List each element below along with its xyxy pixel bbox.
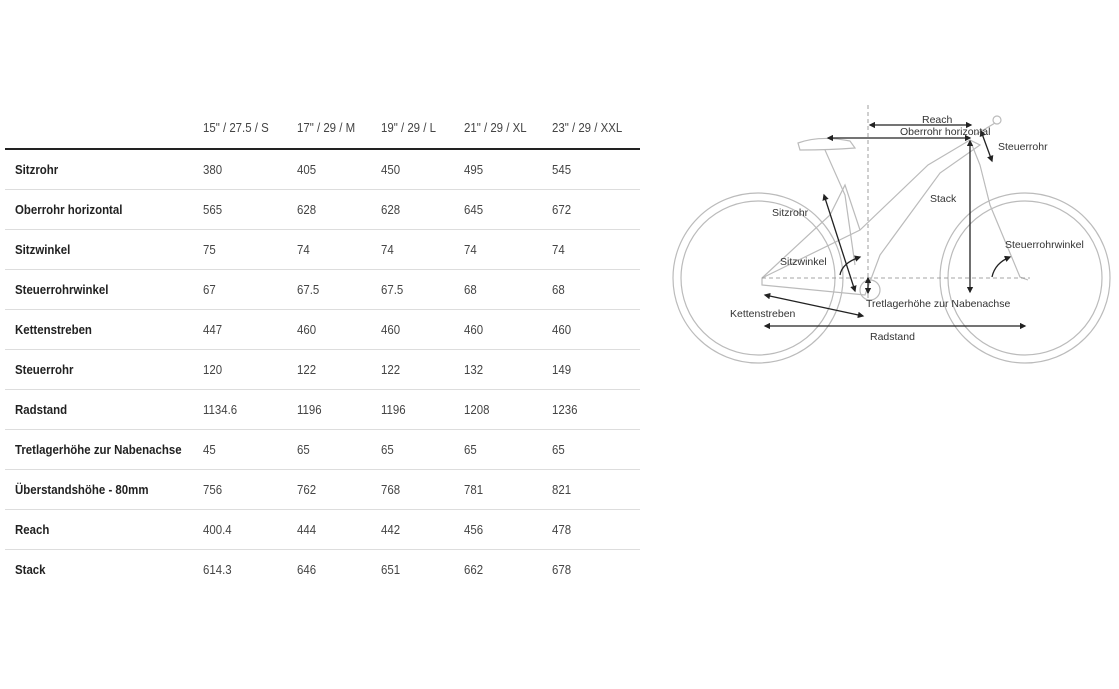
label-sitzwinkel: Sitzwinkel [780, 256, 827, 268]
cell-value: 67.5 [297, 282, 320, 297]
cell-value: 149 [552, 362, 572, 377]
cell-value: 460 [552, 322, 572, 337]
cell-value: 65 [381, 442, 394, 457]
table-row: Tretlagerhöhe zur Nabenachse 45 65 65 65 65 [5, 430, 640, 470]
cell-value: 67.5 [381, 282, 404, 297]
row-label: Stack [15, 562, 46, 577]
row-label: Sitzrohr [15, 162, 59, 177]
cell-value: 460 [297, 322, 317, 337]
label-kettenstreben: Kettenstreben [730, 308, 796, 320]
row-label: Reach [15, 522, 50, 537]
label-stack: Stack [930, 193, 957, 205]
row-label: Steuerrohrwinkel [15, 282, 109, 297]
cell-value: 68 [552, 282, 565, 297]
cell-value: 628 [297, 202, 317, 217]
cell-value: 672 [552, 202, 572, 217]
row-label: Radstand [15, 402, 68, 417]
cell-value: 120 [203, 362, 223, 377]
cell-value: 565 [203, 202, 223, 217]
cell-value: 545 [552, 162, 572, 177]
cell-value: 74 [464, 242, 477, 257]
cell-value: 405 [297, 162, 317, 177]
cell-value: 821 [552, 482, 572, 497]
cell-value: 645 [464, 202, 484, 217]
cell-value: 400.4 [203, 522, 232, 537]
cell-value: 447 [203, 322, 223, 337]
cell-value: 75 [203, 242, 216, 257]
column-header: 21" / 29 / XL [464, 120, 527, 135]
cell-value: 1196 [297, 402, 322, 417]
cell-value: 1196 [381, 402, 406, 417]
geometry-table: 15" / 27.5 / S 17" / 29 / M 19" / 29 / L… [5, 110, 640, 589]
cell-value: 132 [464, 362, 484, 377]
cell-value: 781 [464, 482, 484, 497]
label-steuerrohr: Steuerrohr [998, 141, 1048, 153]
label-sitzrohr: Sitzrohr [772, 207, 809, 219]
cell-value: 456 [464, 522, 484, 537]
row-label: Kettenstreben [15, 322, 92, 337]
label-steuerrohrwinkel: Steuerrohrwinkel [1005, 239, 1084, 251]
cell-value: 678 [552, 562, 572, 577]
table-row: Kettenstreben 447 460 460 460 460 [5, 310, 640, 350]
table-row: Überstandshöhe - 80mm 756 762 768 781 821 [5, 470, 640, 510]
row-label: Sitzwinkel [15, 242, 71, 257]
row-label: Oberrohr horizontal [15, 202, 123, 217]
bike-geometry-diagram: Reach Oberrohr horizontal Steuerrohr Sta… [672, 105, 1111, 364]
cell-value: 651 [381, 562, 401, 577]
table-row: Radstand 1134.6 1196 1196 1208 1236 [5, 390, 640, 430]
rear-wheel [672, 192, 844, 364]
cell-value: 45 [203, 442, 216, 457]
cell-value: 122 [297, 362, 317, 377]
row-label: Überstandshöhe - 80mm [15, 482, 149, 497]
table-header: 15" / 27.5 / S 17" / 29 / M 19" / 29 / L… [5, 110, 640, 150]
cell-value: 1208 [464, 402, 490, 417]
cell-value: 460 [464, 322, 484, 337]
table-row: Stack 614.3 646 651 662 678 [5, 550, 640, 589]
dimension-arrows [763, 121, 1027, 330]
row-label: Steuerrohr [15, 362, 74, 377]
label-oberrohr: Oberrohr horizontal [900, 126, 990, 138]
label-reach: Reach [922, 114, 953, 126]
cell-value: 68 [464, 282, 477, 297]
cell-value: 65 [464, 442, 477, 457]
table-row: Steuerrohrwinkel 67 67.5 67.5 68 68 [5, 270, 640, 310]
cell-value: 65 [297, 442, 310, 457]
table-row: Sitzrohr 380 405 450 495 545 [5, 150, 640, 190]
table-row: Reach 400.4 444 442 456 478 [5, 510, 640, 550]
cell-value: 646 [297, 562, 317, 577]
cell-value: 122 [381, 362, 401, 377]
cell-value: 756 [203, 482, 223, 497]
cell-value: 495 [464, 162, 484, 177]
column-header: 17" / 29 / M [297, 120, 356, 135]
column-header: 23" / 29 / XXL [552, 120, 623, 135]
cell-value: 662 [464, 562, 484, 577]
cell-value: 74 [297, 242, 310, 257]
saddle [797, 137, 857, 151]
cell-value: 762 [297, 482, 317, 497]
column-header: 15" / 27.5 / S [203, 120, 269, 135]
cell-value: 74 [552, 242, 565, 257]
row-label: Tretlagerhöhe zur Nabenachse [15, 442, 182, 457]
label-radstand: Radstand [870, 331, 915, 343]
cell-value: 380 [203, 162, 223, 177]
cell-value: 478 [552, 522, 572, 537]
cell-value: 67 [203, 282, 216, 297]
cell-value: 460 [381, 322, 401, 337]
cell-value: 65 [552, 442, 565, 457]
cell-value: 768 [381, 482, 401, 497]
cell-value: 1134.6 [203, 402, 238, 417]
label-tretlager: Tretlagerhöhe zur Nabenachse [866, 298, 1011, 310]
column-header: 19" / 29 / L [381, 120, 436, 135]
table-row: Steuerrohr 120 122 122 132 149 [5, 350, 640, 390]
table-row: Oberrohr horizontal 565 628 628 645 672 [5, 190, 640, 230]
cell-value: 74 [381, 242, 394, 257]
cell-value: 442 [381, 522, 401, 537]
cell-value: 614.3 [203, 562, 232, 577]
cell-value: 444 [297, 522, 317, 537]
cell-value: 1236 [552, 402, 578, 417]
table-row: Sitzwinkel 75 74 74 74 74 [5, 230, 640, 270]
cell-value: 450 [381, 162, 401, 177]
cell-value: 628 [381, 202, 401, 217]
